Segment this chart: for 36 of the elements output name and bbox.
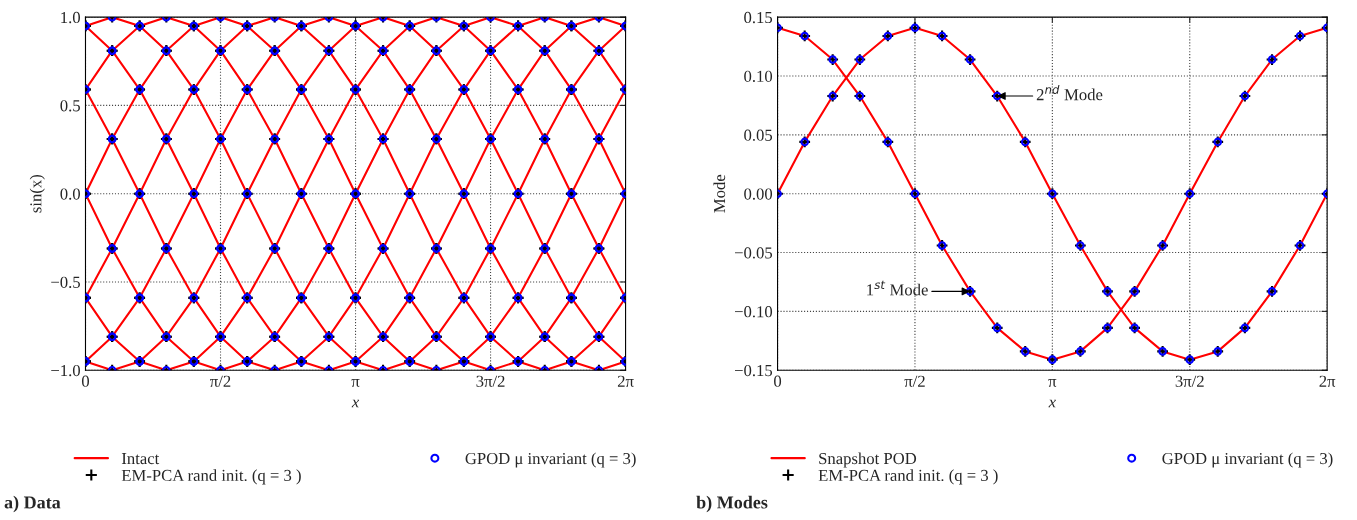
x-tick-label: π <box>1048 379 1057 387</box>
y-tick-label: −1.0 <box>51 364 80 377</box>
y-tick-label: 1.0 <box>61 11 80 24</box>
legend-label: EM-PCA rand init. (q = 3 ) <box>818 469 998 485</box>
x-tick-label: 0 <box>774 375 782 387</box>
legend-label: Snapshot POD <box>819 452 917 468</box>
y-tick-label: 0.5 <box>60 100 80 112</box>
y-tick-label: 0.10 <box>744 70 773 83</box>
x-tick-label: π <box>351 379 360 387</box>
y-tick-label: 0.05 <box>744 129 773 141</box>
x-tick-label: 0 <box>81 375 90 387</box>
y-tick-label: −0.5 <box>51 276 80 288</box>
y-tick-label: −0.15 <box>734 364 773 377</box>
x-tick-label: 3π/2 <box>1175 375 1204 387</box>
x-tick-label: 2π <box>1319 375 1336 387</box>
legend-label: Intact <box>121 453 160 465</box>
y-tick-label: −0.10 <box>734 306 773 318</box>
legend-label: GPOD μ invariant (q = 3) <box>465 452 636 468</box>
annotation: 2$^{nd}$ Mode <box>1036 84 1103 101</box>
y-tick-label: −0.05 <box>734 247 773 259</box>
text: a) Data <box>4 495 61 513</box>
y-tick-label: 0.0 <box>60 188 80 200</box>
text: b) Modes <box>696 495 768 513</box>
y-axis-title: Mode <box>713 174 726 213</box>
legend-label: EM-PCA rand init. (q = 3 ) <box>121 469 301 485</box>
y-tick-label: 0.00 <box>744 188 773 200</box>
x-axis-title: x <box>1048 399 1056 408</box>
annotation: 1$^{st}$ Mode <box>867 280 928 296</box>
y-tick-label: 0.15 <box>744 11 773 24</box>
legend-label: GPOD μ invariant (q = 3) <box>1162 452 1333 468</box>
x-tick-label: π/2 <box>210 375 231 387</box>
x-tick-label: π/2 <box>904 375 925 387</box>
x-axis-title: x <box>351 399 360 408</box>
x-tick-label: 3π/2 <box>476 375 505 387</box>
y-axis-title: sin(x) <box>29 174 45 213</box>
x-tick-label: 2π <box>617 375 634 387</box>
